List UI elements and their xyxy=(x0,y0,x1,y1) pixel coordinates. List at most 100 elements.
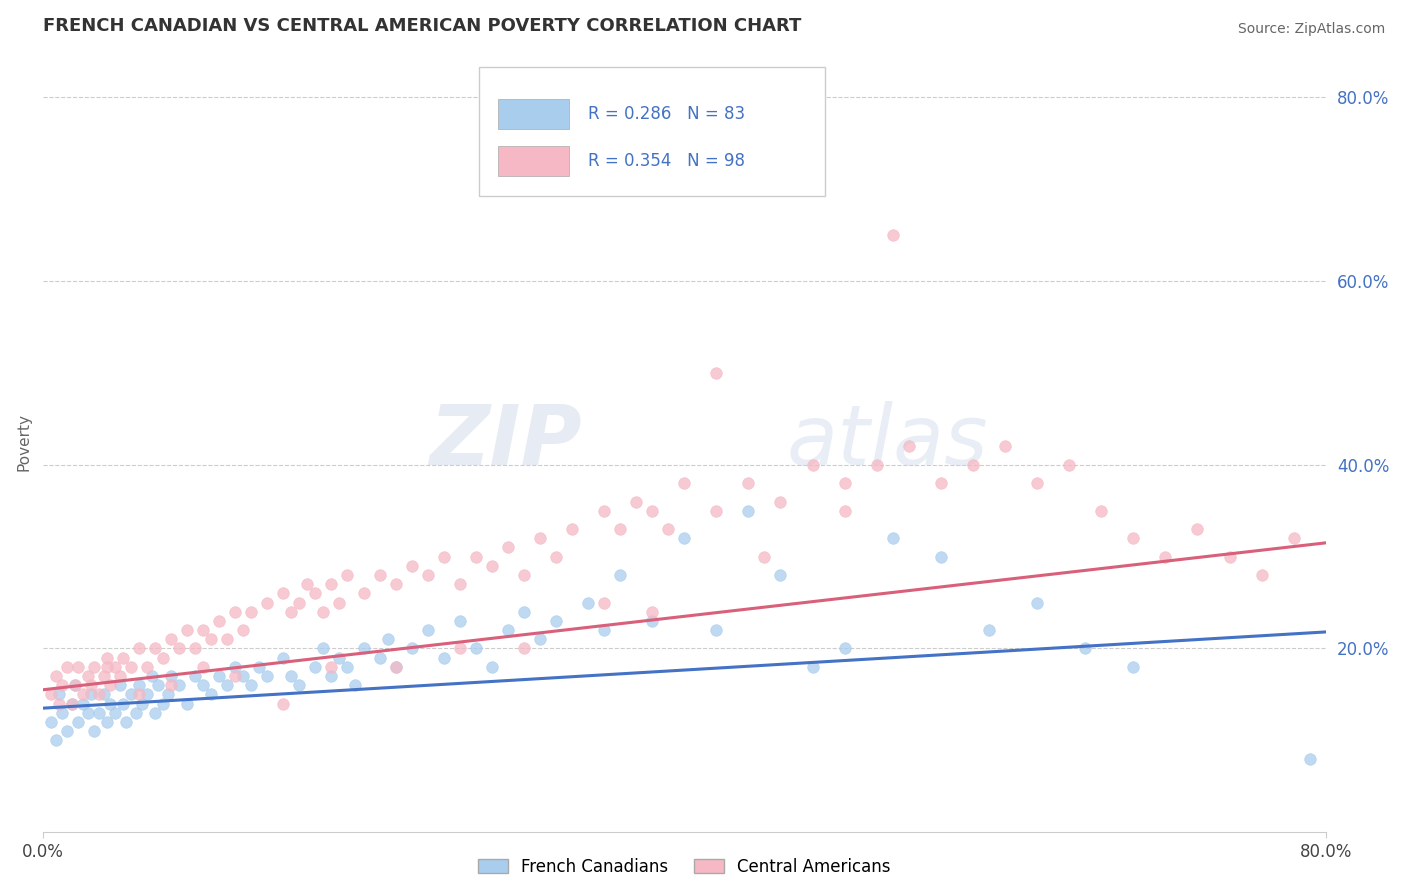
Point xyxy=(1090,504,1112,518)
Point xyxy=(609,522,631,536)
Point xyxy=(167,678,190,692)
Point xyxy=(929,476,952,491)
Point xyxy=(111,650,134,665)
Point xyxy=(224,605,246,619)
Point xyxy=(624,494,647,508)
Point xyxy=(45,733,67,747)
Point xyxy=(128,641,150,656)
Legend: French Canadians, Central Americans: French Canadians, Central Americans xyxy=(471,851,897,882)
Point xyxy=(240,678,263,692)
Point xyxy=(464,549,486,564)
Point xyxy=(256,596,278,610)
Point xyxy=(336,660,359,674)
Point xyxy=(96,660,118,674)
Point xyxy=(1026,476,1049,491)
FancyBboxPatch shape xyxy=(498,146,569,176)
Point xyxy=(200,632,222,647)
Point xyxy=(368,650,391,665)
Point xyxy=(416,623,439,637)
Point xyxy=(148,678,170,692)
Point xyxy=(217,678,239,692)
Point xyxy=(304,660,326,674)
Point xyxy=(353,641,375,656)
Point xyxy=(1218,549,1240,564)
Point xyxy=(593,504,616,518)
Point xyxy=(529,531,551,545)
Point xyxy=(449,641,471,656)
Point xyxy=(561,522,583,536)
Point xyxy=(128,687,150,701)
Y-axis label: Poverty: Poverty xyxy=(17,413,32,471)
Point xyxy=(1282,531,1305,545)
Point xyxy=(176,623,198,637)
Point xyxy=(141,669,163,683)
Point xyxy=(288,596,311,610)
Point xyxy=(609,568,631,582)
Point xyxy=(513,568,536,582)
Point xyxy=(87,687,110,701)
Point xyxy=(641,504,664,518)
Point xyxy=(834,641,856,656)
Point xyxy=(336,568,359,582)
Point xyxy=(544,549,567,564)
Point xyxy=(167,641,190,656)
Point xyxy=(866,458,889,472)
Point xyxy=(224,669,246,683)
Point xyxy=(60,697,83,711)
Point xyxy=(368,568,391,582)
Point xyxy=(834,476,856,491)
Point xyxy=(1154,549,1177,564)
Point xyxy=(273,586,295,600)
Point xyxy=(769,494,792,508)
Point xyxy=(416,568,439,582)
Point xyxy=(131,697,153,711)
Point xyxy=(51,678,73,692)
Point xyxy=(801,458,824,472)
Point xyxy=(104,706,127,720)
Point xyxy=(98,678,121,692)
Point xyxy=(1250,568,1272,582)
Point xyxy=(232,623,254,637)
Point xyxy=(208,669,231,683)
Point xyxy=(297,577,319,591)
Point xyxy=(184,669,207,683)
Point xyxy=(312,641,335,656)
Point xyxy=(929,549,952,564)
Point xyxy=(529,632,551,647)
Point xyxy=(143,641,166,656)
Point xyxy=(224,660,246,674)
Point xyxy=(464,641,486,656)
Point xyxy=(673,476,696,491)
Point xyxy=(304,586,326,600)
Point xyxy=(1057,458,1080,472)
Point xyxy=(994,439,1017,453)
Text: atlas: atlas xyxy=(787,401,988,483)
Point xyxy=(115,714,138,729)
Point xyxy=(328,596,350,610)
Point xyxy=(184,641,207,656)
Point xyxy=(63,678,86,692)
Point xyxy=(56,660,79,674)
Point xyxy=(737,476,759,491)
Point xyxy=(76,706,98,720)
Point xyxy=(401,558,423,573)
Point xyxy=(96,650,118,665)
Point xyxy=(704,504,727,518)
Point xyxy=(76,669,98,683)
Point xyxy=(80,678,103,692)
Point xyxy=(56,724,79,739)
Point xyxy=(481,660,503,674)
Point xyxy=(104,660,127,674)
Point xyxy=(1187,522,1209,536)
Point xyxy=(136,660,159,674)
Point xyxy=(704,623,727,637)
Point xyxy=(1122,531,1144,545)
Point xyxy=(344,678,367,692)
Point xyxy=(641,605,664,619)
Point xyxy=(67,660,90,674)
Point xyxy=(433,650,456,665)
Point xyxy=(449,614,471,628)
Point xyxy=(51,706,73,720)
Point xyxy=(160,632,183,647)
Point xyxy=(96,714,118,729)
